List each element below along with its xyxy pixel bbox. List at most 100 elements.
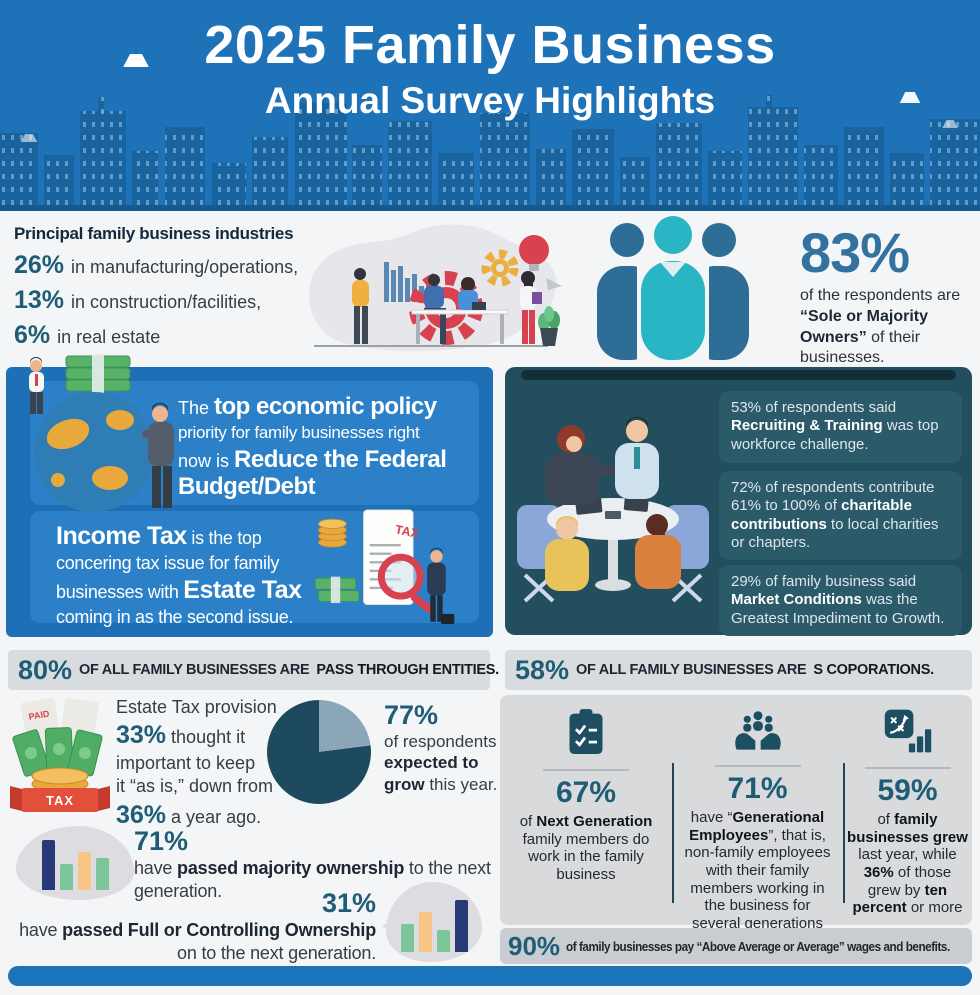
city-skyline-illustration	[0, 93, 980, 211]
economic-policy-text: The top economic policy priority for fam…	[178, 393, 447, 500]
person-woman-left	[545, 425, 619, 505]
next-generation-panel: 67% of Next Generation family members do…	[500, 695, 972, 932]
three-people-icon	[597, 216, 749, 360]
team-work-illustration	[309, 224, 562, 351]
svg-text:TAX: TAX	[46, 793, 74, 808]
tax-audit-illustration: TAX	[314, 509, 455, 625]
divider	[543, 769, 629, 771]
cash-stack-icon	[314, 576, 360, 604]
workforce-stat-box: 53% of respondents said Recruiting & Tra…	[719, 391, 962, 463]
speech-bubble-bar-chart-right	[382, 882, 482, 962]
income-tax-text: Income Tax is the top concering tax issu…	[56, 522, 302, 627]
meeting-illustration	[517, 417, 709, 603]
header: 2025 Family Business Annual Survey Highl…	[0, 0, 980, 211]
column-divider	[843, 763, 845, 903]
ownership-text: have passed majority ownership to the ne…	[134, 858, 491, 902]
person-man-top	[615, 417, 659, 499]
cloud-icon	[123, 54, 149, 67]
industries-stat-block: Principal family business industries 26%…	[14, 224, 314, 356]
growth-text: of respondents expected to grow this yea…	[384, 732, 498, 794]
briefcase-icon	[441, 613, 455, 625]
wages-text: of family businesses pay “Above Average …	[566, 938, 950, 954]
svg-text:PAID: PAID	[28, 708, 51, 722]
ownership-text: have passed Full or Controlling Ownershi…	[19, 920, 376, 964]
hands-people-icon	[734, 711, 781, 750]
growth-stat-block: 77% of respondents expected to grow this…	[384, 700, 510, 795]
footer-bar	[8, 966, 972, 986]
next-gen-text: of Next Generation family members do wor…	[519, 813, 653, 884]
column-divider	[672, 763, 674, 903]
cash-stack-icon	[65, 354, 131, 393]
stat-percent: 33%	[116, 721, 167, 750]
business-growth-column: 59% of family businesses grew last year,…	[843, 707, 972, 933]
pie-chart	[267, 700, 371, 804]
charity-stat-box: 72% of respondents contribute 61% to 100…	[719, 471, 962, 561]
globe-money-illustration	[29, 354, 174, 512]
owners-text: of the respondents are “Sole or Majority…	[800, 287, 961, 367]
stat-percent: 67%	[555, 776, 617, 809]
pass-through-banner: 80% OF ALL FAMILY BUSINESSES ARE PASS TH…	[8, 650, 499, 690]
stat-percent: 36%	[116, 800, 167, 829]
income-tax-box: Income Tax is the top concering tax issu…	[30, 509, 479, 627]
stat-percent: 90%	[508, 930, 561, 961]
person-standing-icon	[29, 357, 44, 414]
stat-label: in manufacturing/operations,	[71, 257, 299, 277]
stat-percent: 26%	[14, 251, 65, 279]
industry-stat: 26% in manufacturing/operations,	[14, 251, 314, 280]
stat-percent: 6%	[14, 321, 51, 349]
generational-employees-column: 71% have “Generational Employees”, that …	[672, 707, 843, 933]
stat-percent: 71%	[727, 772, 788, 805]
speech-bubble-bar-chart-left	[16, 826, 138, 900]
page-title: 2025 Family Business	[204, 15, 776, 75]
estate-tax-stat-block: Estate Tax provision 33% thought it impo…	[116, 696, 298, 831]
s-corporation-banner: 58% OF ALL FAMILY BUSINESSES ARE S COPOR…	[505, 650, 972, 690]
person-sitting-laptop	[458, 277, 486, 310]
stat-percent: 77%	[384, 700, 439, 730]
paper-plane-icon	[546, 278, 562, 290]
majority-ownership-stat: 71% have passed majority ownership to th…	[134, 826, 496, 903]
generational-employees-text: have “Generational Employees”, that is, …	[684, 809, 831, 933]
banner-percent: 58%	[515, 654, 570, 685]
stat-label: in real estate	[57, 327, 161, 347]
businessman-icon	[427, 547, 455, 625]
industry-stat: 6% in real estate	[14, 321, 314, 350]
clipboard-check-icon	[569, 709, 603, 754]
desk	[411, 309, 509, 315]
businessman-icon	[142, 403, 174, 508]
market-conditions-stat-box: 29% of family business said Market Condi…	[719, 565, 962, 636]
lightbulb-icon	[519, 235, 549, 271]
divider	[864, 767, 951, 769]
next-gen-column: 67% of Next Generation family members do…	[500, 707, 672, 933]
page-subtitle: Annual Survey Highlights	[264, 80, 716, 121]
banner-text: OF ALL FAMILY BUSINESSES ARE	[79, 662, 310, 678]
stat-label: in construction/facilities,	[71, 292, 262, 312]
collar-notch	[660, 262, 686, 277]
business-growth-text: of family businesses grew last year, whi…	[847, 811, 968, 917]
owners-percent: 83%	[800, 221, 910, 284]
full-ownership-stat: 31% have passed Full or Controlling Owne…	[4, 888, 376, 965]
person-standing-left	[352, 268, 369, 344]
estate-tax-line: Estate Tax provision	[116, 697, 277, 717]
panel-top-bar	[521, 370, 956, 380]
banner-bold-text: S COPORATIONS.	[813, 662, 934, 678]
person-standing-right	[520, 271, 542, 344]
stat-percent: 71%	[134, 826, 189, 856]
person-back-left	[545, 516, 589, 591]
svg-text:TAX: TAX	[394, 522, 421, 541]
globe-icon	[34, 392, 154, 512]
person-back-right	[635, 514, 681, 589]
banner-text: OF ALL FAMILY BUSINESSES ARE	[576, 662, 807, 678]
growth-strategy-icon	[884, 709, 931, 753]
cloud-icon	[942, 120, 958, 128]
banner-bold-text: PASS THROUGH ENTITIES.	[316, 662, 499, 678]
cloud-icon	[899, 92, 921, 103]
workforce-panel: 53% of respondents said Recruiting & Tra…	[505, 367, 972, 636]
wages-banner: 90% of family businesses pay “Above Aver…	[500, 928, 972, 964]
divider	[714, 765, 801, 767]
stat-percent: 31%	[321, 888, 376, 918]
coins-icon	[318, 518, 347, 548]
plant-icon	[538, 306, 560, 346]
cloud-icon	[20, 134, 38, 142]
stat-percent: 13%	[14, 286, 65, 314]
